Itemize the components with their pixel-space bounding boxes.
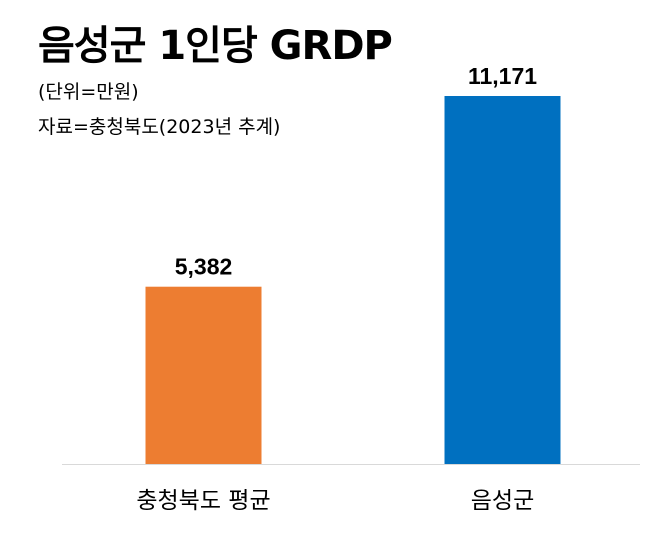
bar [444,96,561,464]
category-label: 음성군 [471,488,534,514]
data-label: 11,171 [468,63,537,89]
category-label: 충청북도 평균 [136,488,270,514]
unit-note: (단위=만원) [38,81,139,103]
bar [145,286,262,464]
chart-title: 음성군 1인당 GRDP [38,23,393,69]
data-label: 5,382 [175,254,233,280]
source-note: 자료=충청북도(2023년 추계) [38,116,281,138]
